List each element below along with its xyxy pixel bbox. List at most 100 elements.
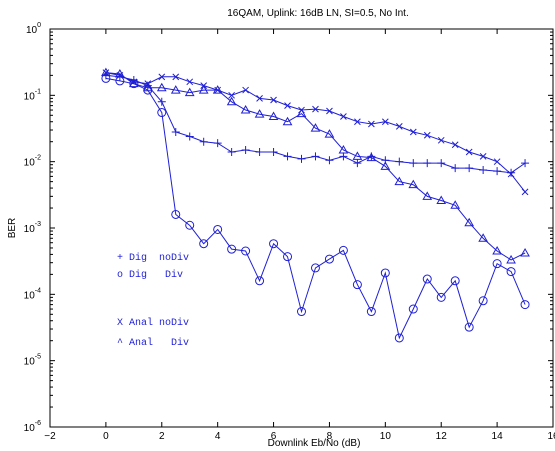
triangle-marker <box>128 78 139 88</box>
plus-marker <box>255 147 264 156</box>
circle-marker <box>227 244 237 254</box>
x-tick-label: 2 <box>159 431 165 442</box>
plus-marker <box>157 97 166 106</box>
plus-marker <box>185 132 194 141</box>
series-anal-div <box>101 67 530 264</box>
x-marker <box>256 95 263 102</box>
triangle-marker <box>380 161 391 170</box>
series-anal-nodiv <box>102 69 529 196</box>
triangle-marker <box>436 195 447 204</box>
y-tick-label: 10-4 <box>24 287 41 301</box>
plus-marker <box>241 145 250 154</box>
series-line <box>105 77 526 340</box>
circle-marker <box>241 246 251 256</box>
triangle-marker <box>324 129 335 138</box>
x-marker <box>368 120 375 128</box>
plus-marker <box>213 139 222 148</box>
triangle-marker <box>422 191 433 200</box>
x-tick-label: 0 <box>103 431 109 442</box>
x-marker <box>479 153 487 160</box>
chart-title: 16QAM, Uplink: 16dB LN, SI=0.5, No Int. <box>227 8 408 19</box>
x-marker <box>493 158 501 166</box>
x-tick-label: 10 <box>380 431 392 442</box>
circle-marker <box>478 296 488 306</box>
y-axis-label: BER <box>7 218 18 239</box>
circle-marker <box>394 333 404 343</box>
circle-marker <box>101 73 111 83</box>
triangle-marker <box>101 67 111 77</box>
triangle-marker <box>492 245 502 255</box>
circle-marker <box>450 276 460 286</box>
plus-marker <box>283 152 292 161</box>
triangle-marker <box>156 82 167 92</box>
triangle-marker <box>366 152 377 162</box>
x-axis: −2 0 2 4 6 8 10 12 14 16 <box>44 29 555 442</box>
triangle-marker <box>464 217 475 227</box>
x-marker <box>451 141 459 149</box>
plus-marker <box>479 165 488 174</box>
x-tick-label: 8 <box>327 431 333 442</box>
triangle-marker <box>450 200 461 209</box>
y-tick-label: 10-1 <box>24 88 41 102</box>
plus-marker <box>409 159 418 168</box>
x-marker <box>423 131 431 139</box>
series-line <box>105 72 526 193</box>
x-marker <box>326 107 333 115</box>
triangle-marker <box>394 176 405 186</box>
triangle-marker <box>478 233 489 242</box>
x-marker <box>158 73 166 81</box>
x-tick-label: 14 <box>492 431 504 442</box>
plus-marker <box>171 128 180 137</box>
legend-entry: ^ Anal Div <box>117 337 189 349</box>
circle-marker <box>408 304 418 314</box>
plus-marker <box>199 137 208 146</box>
triangle-marker <box>254 109 265 118</box>
x-marker <box>186 78 194 86</box>
circle-marker <box>464 322 474 332</box>
legend: + Dig noDiv o Dig Div X Anal noDiv ^ Anal D… <box>117 252 189 349</box>
x-marker <box>340 113 347 120</box>
triangle-marker <box>184 87 195 97</box>
plot-frame <box>49 28 554 428</box>
circle-marker <box>269 239 279 249</box>
circle-marker <box>338 245 348 255</box>
x-marker <box>102 69 110 76</box>
x-marker <box>172 73 180 81</box>
x-marker <box>521 188 529 196</box>
legend-entry: X Anal noDiv <box>117 317 189 329</box>
y-tick-label: 10-5 <box>24 354 41 368</box>
y-tick-label: 10-3 <box>24 221 41 235</box>
series-dig-div <box>101 73 530 343</box>
series-line <box>105 72 526 261</box>
x-tick-label: 16 <box>547 431 555 442</box>
triangle-marker <box>506 254 516 264</box>
plus-marker <box>493 167 502 176</box>
circle-marker <box>366 307 376 317</box>
x-marker <box>395 123 403 130</box>
circle-marker <box>283 252 293 262</box>
triangle-marker <box>338 144 349 154</box>
triangle-marker <box>114 68 125 78</box>
y-tick-label: 100 <box>26 22 41 36</box>
x-marker <box>507 170 515 178</box>
circle-marker <box>255 276 265 286</box>
circle-marker <box>199 239 209 249</box>
circle-marker <box>492 259 502 269</box>
triangle-marker <box>282 116 293 126</box>
x-marker <box>437 136 445 144</box>
plus-marker <box>465 164 474 173</box>
x-tick-label: 6 <box>271 431 277 442</box>
x-marker <box>242 86 249 94</box>
plus-marker <box>437 159 446 168</box>
x-marker <box>409 128 417 136</box>
x-axis-label: Downlink Eb/No (dB) <box>268 438 361 449</box>
x-marker <box>270 96 277 104</box>
x-tick-label: 4 <box>215 431 221 442</box>
triangle-marker <box>408 179 419 189</box>
circle-marker <box>352 280 362 290</box>
circle-marker <box>422 274 432 284</box>
circle-marker <box>324 254 334 264</box>
plus-marker <box>353 159 362 168</box>
y-axis: 100 10-1 10-2 10-3 10-4 10-5 10-6 <box>24 22 553 434</box>
